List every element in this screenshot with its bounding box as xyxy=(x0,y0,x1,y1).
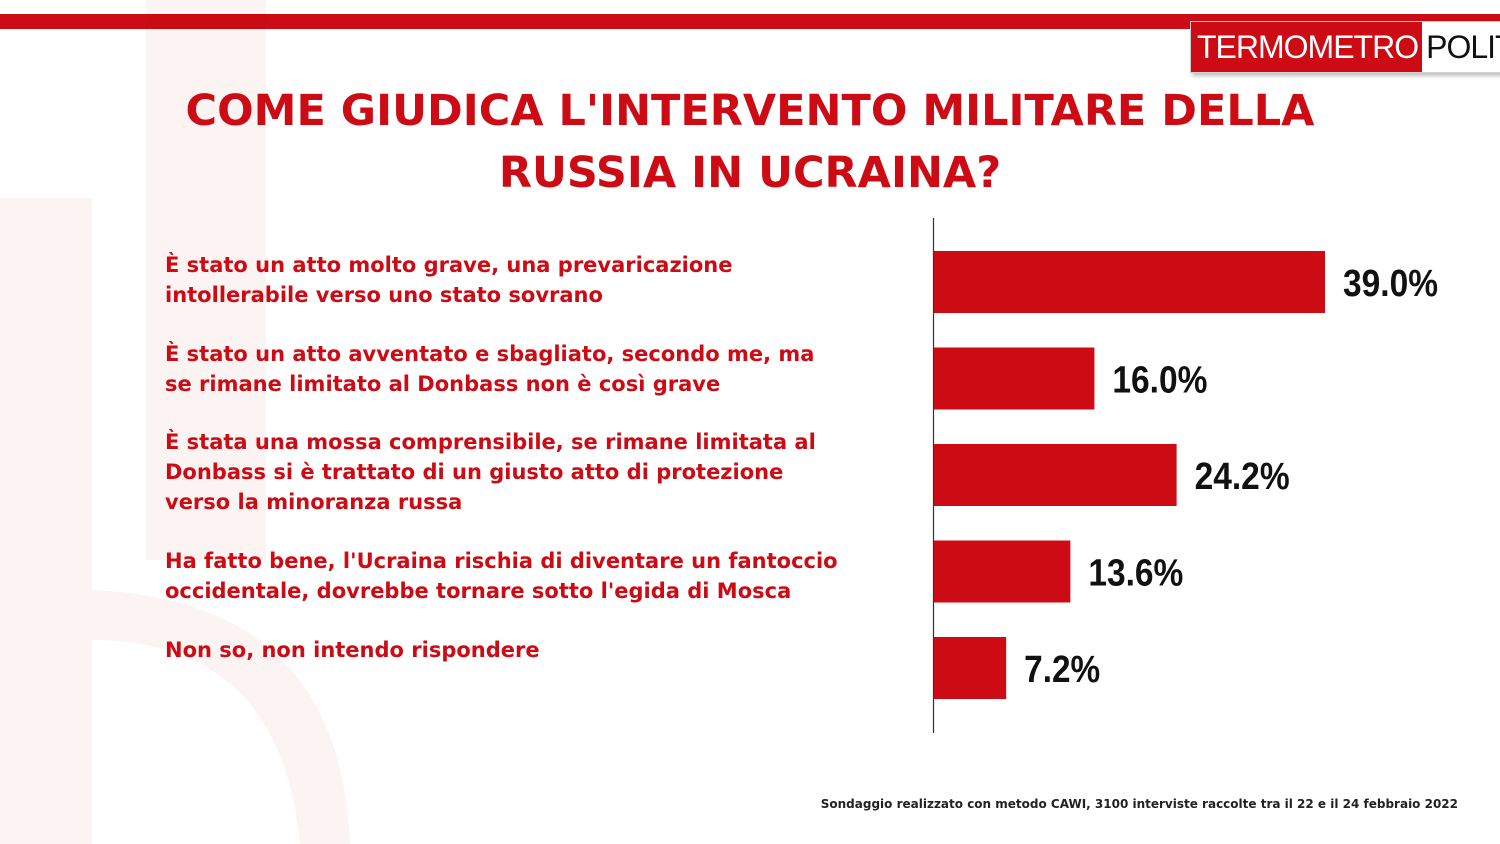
survey-note: Sondaggio realizzato con metodo CAWI, 31… xyxy=(820,797,1458,811)
bar-value-label-5: 7.2% xyxy=(1024,649,1100,691)
answer-label-line: È stato un atto molto grave, una prevari… xyxy=(165,253,733,277)
logo-part-termometro: TERMOMETRO xyxy=(1191,22,1423,72)
bar-1 xyxy=(934,251,1325,313)
chart-title-line-1: COME GIUDICA L'INTERVENTO MILITARE DELLA xyxy=(185,86,1315,136)
answer-label-1: È stato un atto molto grave, una prevari… xyxy=(165,250,905,310)
watermark-stroke-left xyxy=(0,198,92,844)
answer-label-5: Non so, non intendo rispondere xyxy=(165,635,905,665)
bar-value-label-1: 39.0% xyxy=(1343,263,1438,305)
termometro-politico-logo: TERMOMETRO POLITICO xyxy=(1190,21,1500,73)
bar-2 xyxy=(934,347,1095,410)
answer-label-2: È stato un atto avventato e sbagliato, s… xyxy=(165,339,905,399)
chart-title-line-2: RUSSIA IN UCRAINA? xyxy=(498,148,1002,198)
answer-label-line: È stata una mossa comprensibile, se rima… xyxy=(165,430,816,454)
bar-chart: 39.0% 16.0% 24.2% 13.6% 7.2% xyxy=(932,218,1438,733)
bar-value-label-4: 13.6% xyxy=(1088,553,1183,595)
answer-label-line: Ha fatto bene, l'Ucraina rischia di dive… xyxy=(165,549,838,573)
chart-title: COME GIUDICA L'INTERVENTO MILITARE DELLA… xyxy=(100,80,1400,204)
bar-value-label-3: 24.2% xyxy=(1195,456,1290,498)
answer-label-line: Non so, non intendo rispondere xyxy=(165,638,540,662)
watermark-curve xyxy=(92,590,350,844)
logo-part-politico: POLITICO xyxy=(1422,22,1500,72)
answer-label-4: Ha fatto bene, l'Ucraina rischia di dive… xyxy=(165,546,905,606)
bar-4 xyxy=(934,540,1071,603)
bar-3 xyxy=(934,444,1177,506)
answer-label-line: se rimane limitato al Donbass non è così… xyxy=(165,372,721,396)
bar-value-label-2: 16.0% xyxy=(1112,360,1207,402)
watermark-stroke-right xyxy=(146,0,266,560)
top-stripe xyxy=(0,14,1500,29)
answer-label-line: Donbass si è trattato di un giusto atto … xyxy=(165,460,784,484)
answer-label-3: È stata una mossa comprensibile, se rima… xyxy=(165,427,905,517)
answer-label-line: verso la minoranza russa xyxy=(165,490,463,514)
answer-label-line: occidentale, dovrebbe tornare sotto l'eg… xyxy=(165,579,792,603)
answer-label-line: intollerabile verso uno stato sovrano xyxy=(165,283,603,307)
answer-label-line: È stato un atto avventato e sbagliato, s… xyxy=(165,342,815,366)
bar-5 xyxy=(934,637,1007,699)
